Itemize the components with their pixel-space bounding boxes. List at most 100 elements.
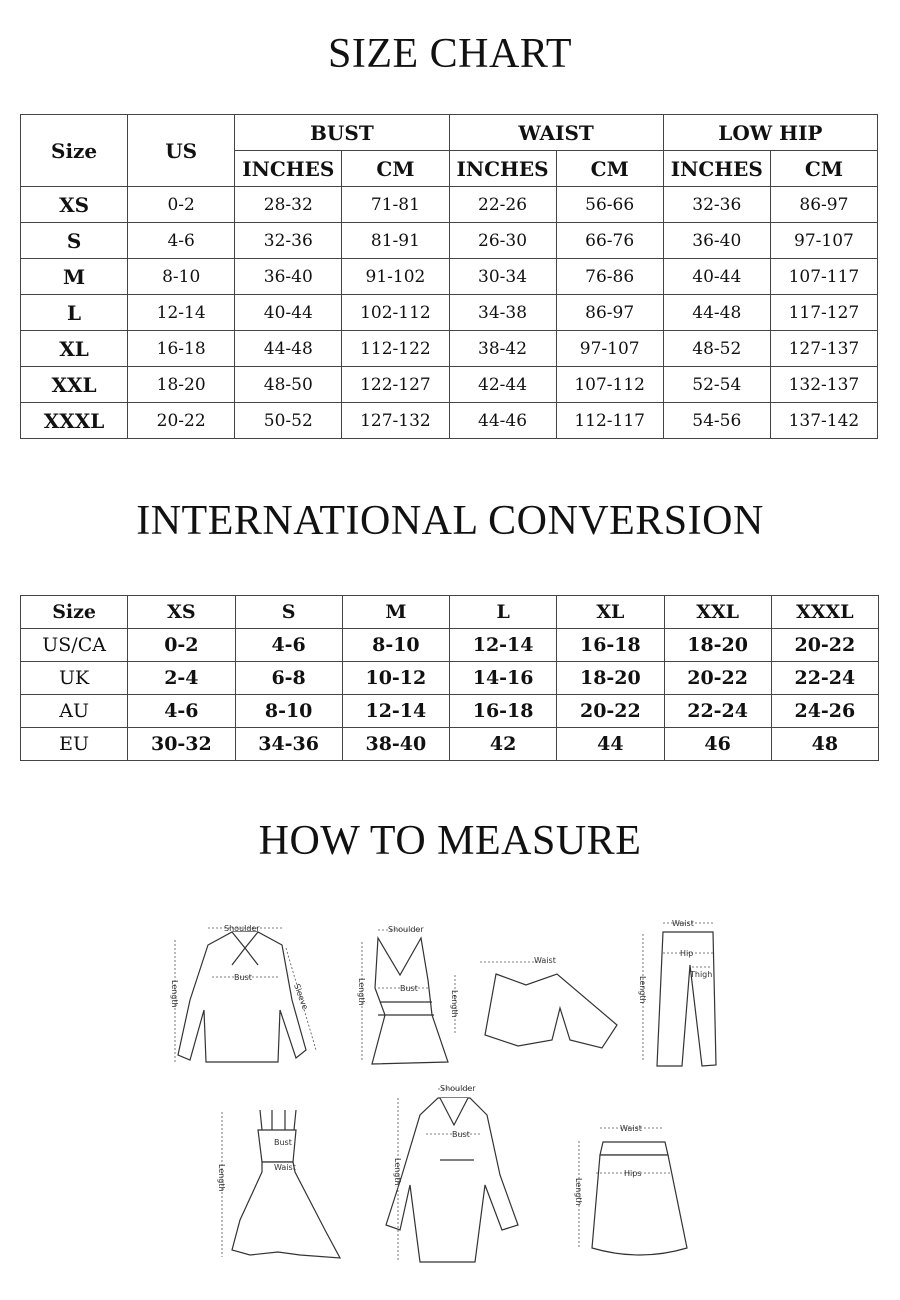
label-sleeve: Sleeve bbox=[292, 983, 310, 1011]
size-cell: 4-6 bbox=[127, 222, 236, 259]
size-cell: 48-52 bbox=[662, 330, 771, 367]
size-cell: 137-142 bbox=[769, 402, 879, 439]
size-cell: 30-34 bbox=[448, 258, 557, 295]
conversion-title: INTERNATIONAL CONVERSION bbox=[136, 498, 764, 544]
header-waist-inches: INCHES bbox=[448, 150, 557, 187]
conversion-cell: 42 bbox=[448, 727, 558, 761]
size-row: XXXL 20-22 50-52 127-132 44-46 112-117 54-56 13… bbox=[19, 402, 879, 439]
size-label: L bbox=[19, 294, 129, 331]
header-bust: BUST bbox=[234, 114, 450, 151]
label-waist: Waist bbox=[672, 919, 694, 928]
size-row: XS 0-2 28-32 71-81 22-26 56-66 32-36 86-97 bbox=[19, 186, 879, 223]
conversion-row: UK 2-4 6-8 10-12 14-16 18-20 20-22 22-24 bbox=[19, 661, 880, 695]
size-cell: 86-97 bbox=[769, 186, 879, 223]
label-length: Length bbox=[170, 980, 179, 1008]
conversion-row: EU 30-32 34-36 38-40 42 44 46 48 bbox=[19, 727, 880, 761]
header-hip-cm: CM bbox=[769, 150, 879, 187]
size-cell: 112-122 bbox=[341, 330, 450, 367]
conversion-cell: 44 bbox=[556, 727, 665, 761]
conversion-cell: 10-12 bbox=[341, 661, 451, 695]
conversion-cell: 2-4 bbox=[127, 661, 236, 695]
conversion-cell: 14-16 bbox=[448, 661, 558, 695]
region-label: US/CA bbox=[19, 628, 129, 662]
conversion-cell: 20-22 bbox=[556, 694, 665, 728]
size-label: M bbox=[19, 258, 129, 295]
size-cell: 81-91 bbox=[341, 222, 450, 259]
conversion-table: Size XS S M L XL XXL XXXL US/CA 0-2 4-6 8-10 12-14 1… bbox=[19, 595, 880, 761]
region-label: AU bbox=[19, 694, 129, 728]
header-bust-cm: CM bbox=[341, 150, 450, 187]
size-row: M 8-10 36-40 91-102 30-34 76-86 40-44 107-117 bbox=[19, 258, 879, 295]
size-cell: 122-127 bbox=[341, 366, 450, 403]
size-cell: 32-36 bbox=[234, 222, 343, 259]
label-waist: Waist bbox=[534, 956, 556, 965]
size-cell: 48-50 bbox=[234, 366, 343, 403]
conversion-header-cell: Size bbox=[19, 595, 129, 629]
size-cell: 16-18 bbox=[127, 330, 236, 367]
label-bust: Bust bbox=[234, 973, 252, 982]
size-cell: 97-107 bbox=[555, 330, 664, 367]
dress-illustration: Bust Waist Length bbox=[217, 1109, 342, 1259]
size-cell: 127-132 bbox=[341, 402, 450, 439]
size-cell: 36-40 bbox=[662, 222, 771, 259]
label-waist: Waist bbox=[620, 1124, 642, 1133]
conversion-header-cell: XXXL bbox=[770, 595, 880, 629]
size-cell: 52-54 bbox=[662, 366, 771, 403]
conversion-header-cell: S bbox=[234, 595, 343, 629]
label-bust: Bust bbox=[400, 984, 418, 993]
size-label: XXXL bbox=[19, 402, 129, 439]
conversion-cell: 12-14 bbox=[448, 628, 558, 662]
size-cell: 36-40 bbox=[234, 258, 343, 295]
conversion-cell: 30-32 bbox=[127, 727, 236, 761]
size-chart-table: Size US BUST WAIST LOW HIP INCHES CM INC… bbox=[19, 114, 879, 439]
size-cell: 40-44 bbox=[234, 294, 343, 331]
conversion-header-cell: XS bbox=[127, 595, 236, 629]
size-cell: 97-107 bbox=[769, 222, 879, 259]
conversion-cell: 8-10 bbox=[234, 694, 343, 728]
size-cell: 91-102 bbox=[341, 258, 450, 295]
header-hip-inches: INCHES bbox=[662, 150, 771, 187]
conversion-cell: 48 bbox=[770, 727, 880, 761]
how-to-measure-title: HOW TO MEASURE bbox=[258, 818, 642, 864]
blouse-illustration: Shoulder Bust Length Sleeve bbox=[170, 924, 317, 1063]
size-cell: 18-20 bbox=[127, 366, 236, 403]
label-length: Length bbox=[357, 978, 366, 1006]
size-cell: 12-14 bbox=[127, 294, 236, 331]
size-cell: 54-56 bbox=[662, 402, 771, 439]
size-cell: 26-30 bbox=[448, 222, 557, 259]
conversion-cell: 22-24 bbox=[770, 661, 880, 695]
skirt-illustration: Waist Hips Length bbox=[574, 1124, 688, 1256]
region-label: EU bbox=[19, 727, 129, 761]
conversion-header-cell: XL bbox=[556, 595, 665, 629]
size-cell: 38-42 bbox=[448, 330, 557, 367]
label-thigh: Thigh bbox=[689, 970, 712, 979]
size-cell: 107-117 bbox=[769, 258, 879, 295]
size-cell: 32-36 bbox=[662, 186, 771, 223]
conversion-cell: 18-20 bbox=[556, 661, 665, 695]
conversion-row: AU 4-6 8-10 12-14 16-18 20-22 22-24 24-26 bbox=[19, 694, 880, 728]
size-chart-title: SIZE CHART bbox=[328, 31, 572, 77]
label-shoulder: Shoulder bbox=[388, 925, 424, 934]
size-cell: 76-86 bbox=[555, 258, 664, 295]
conversion-cell: 20-22 bbox=[663, 661, 772, 695]
size-cell: 50-52 bbox=[234, 402, 343, 439]
header-waist-cm: CM bbox=[555, 150, 664, 187]
conversion-cell: 38-40 bbox=[341, 727, 451, 761]
conversion-cell: 4-6 bbox=[234, 628, 343, 662]
size-cell: 40-44 bbox=[662, 258, 771, 295]
tank-top-illustration: Shoulder Bust Length bbox=[357, 925, 449, 1065]
label-shoulder: Shoulder bbox=[224, 924, 260, 933]
size-cell: 44-48 bbox=[662, 294, 771, 331]
conversion-cell: 18-20 bbox=[663, 628, 772, 662]
header-low-hip: LOW HIP bbox=[662, 114, 879, 151]
conversion-cell: 4-6 bbox=[127, 694, 236, 728]
pants-illustration: Waist Hip Thigh Length bbox=[638, 919, 717, 1067]
size-cell: 132-137 bbox=[769, 366, 879, 403]
conversion-cell: 22-24 bbox=[663, 694, 772, 728]
header-bust-inches: INCHES bbox=[234, 150, 343, 187]
size-cell: 127-137 bbox=[769, 330, 879, 367]
shorts-illustration: Waist Length bbox=[450, 956, 618, 1049]
size-cell: 107-112 bbox=[555, 366, 664, 403]
label-length: Length bbox=[638, 976, 647, 1004]
label-bust: Bust bbox=[452, 1130, 470, 1139]
